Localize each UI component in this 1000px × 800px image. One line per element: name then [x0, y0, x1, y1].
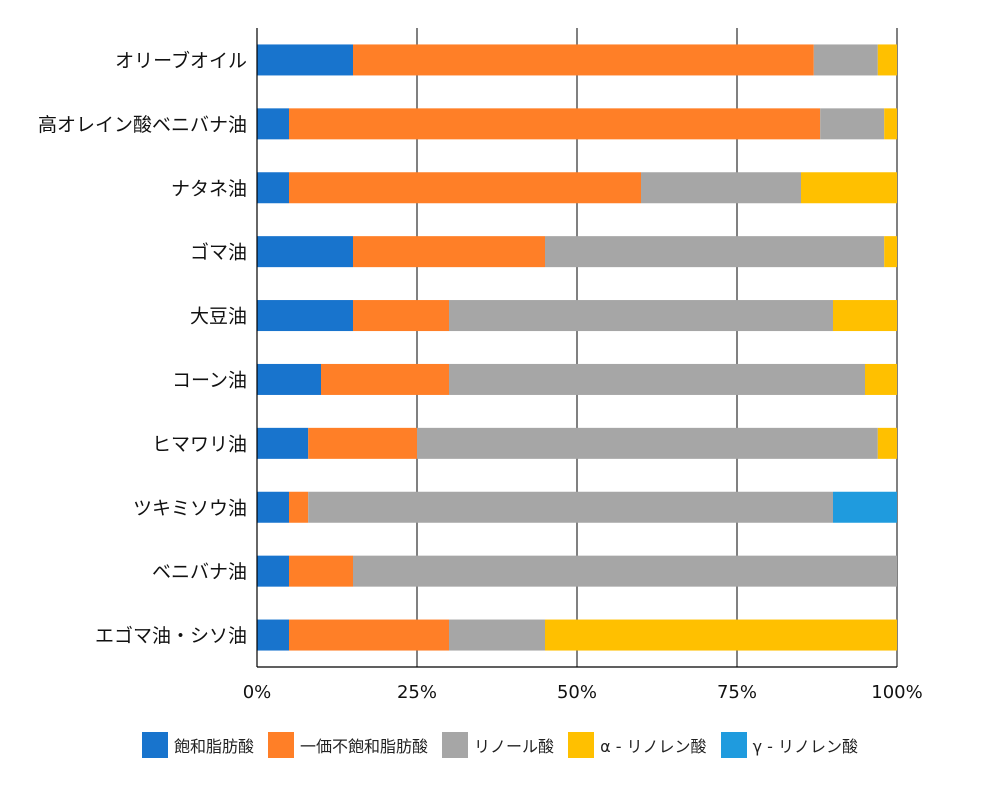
legend-swatch: [268, 732, 295, 758]
bar-segment: [449, 363, 865, 395]
bar-segment: [257, 172, 289, 204]
bar-segment: [257, 555, 289, 587]
legend-label: 一価不飽和脂肪酸: [300, 737, 429, 756]
bar-segment: [353, 555, 897, 587]
legend-label: リノール酸: [474, 737, 555, 756]
bar-segment: [289, 108, 821, 140]
x-tick-label: 0%: [243, 682, 272, 703]
bar-segment: [257, 363, 321, 395]
category-label: ゴマ油: [190, 242, 247, 264]
bar-segment: [353, 44, 814, 76]
bar-segment: [884, 236, 897, 268]
category-label: ツキミソウ油: [133, 497, 247, 519]
bar-segment: [321, 363, 449, 395]
category-label: ナタネ油: [171, 178, 247, 200]
legend-item: γ - リノレン酸: [720, 732, 858, 758]
category-label: 大豆油: [190, 306, 247, 328]
chart-svg: 0% 25% 50% 75% 100% オリーブオイル高オレイン酸ベニバナ油ナタネ油ゴマ油…: [38, 28, 923, 703]
bar-segment: [353, 300, 449, 332]
bar-segment: [353, 236, 545, 268]
legend-label: 飽和脂肪酸: [174, 737, 255, 756]
bar-segment: [545, 236, 885, 268]
x-tick-label: 75%: [717, 682, 757, 703]
legend-label: α - リノレン酸: [600, 737, 707, 756]
x-tick-label: 50%: [557, 682, 597, 703]
bar-segment: [877, 427, 897, 459]
bar-segment: [257, 491, 289, 523]
bar-segment: [289, 491, 309, 523]
legend-item: 一価不飽和脂肪酸: [268, 732, 428, 758]
bar-segment: [641, 172, 801, 204]
legend-item: 飽和脂肪酸: [142, 732, 254, 758]
bar-segment: [877, 44, 897, 76]
bar-segment: [257, 236, 353, 268]
legend: 飽和脂肪酸 一価不飽和脂肪酸 リノール酸 α - リノレン酸 γ - リノレン酸: [0, 730, 1000, 760]
bar-segment: [884, 108, 897, 140]
category-label: ベニバナ油: [152, 561, 247, 583]
bar-segment: [257, 427, 309, 459]
legend-swatch: [720, 732, 747, 758]
bar-segment: [289, 172, 641, 204]
legend-item: リノール酸: [442, 732, 554, 758]
category-label: エゴマ油・シソ油: [95, 625, 247, 647]
category-label: オリーブオイル: [115, 49, 247, 72]
bar-segment: [257, 44, 353, 76]
bar-segment: [257, 619, 289, 651]
category-label: ヒマワリ油: [152, 433, 247, 455]
bar-segment: [308, 427, 417, 459]
category-label: 高オレイン酸ベニバナ油: [38, 114, 247, 136]
x-tick-label: 25%: [397, 682, 437, 703]
bar-segment: [417, 427, 878, 459]
bar-segment: [257, 300, 353, 332]
bar-segment: [289, 619, 449, 651]
bar-segment: [801, 172, 897, 204]
bar-segment: [833, 300, 897, 332]
bar-segment: [308, 491, 833, 523]
bar-segment: [820, 108, 885, 140]
category-label: コーン油: [172, 369, 247, 391]
legend-swatch: [568, 732, 595, 758]
x-tick-label: 100%: [871, 682, 922, 703]
bar-segment: [865, 363, 897, 395]
bar-segment: [833, 491, 897, 523]
bar-segment: [289, 555, 353, 587]
legend-label: γ - リノレン酸: [752, 737, 858, 756]
bar-segment: [257, 108, 289, 140]
bar-segment: [449, 300, 833, 332]
legend-swatch: [142, 732, 169, 758]
bar-segment: [449, 619, 545, 651]
bar-segment: [813, 44, 878, 76]
bar-segment: [545, 619, 897, 651]
legend-item: α - リノレン酸: [568, 732, 707, 758]
legend-swatch: [442, 732, 469, 758]
